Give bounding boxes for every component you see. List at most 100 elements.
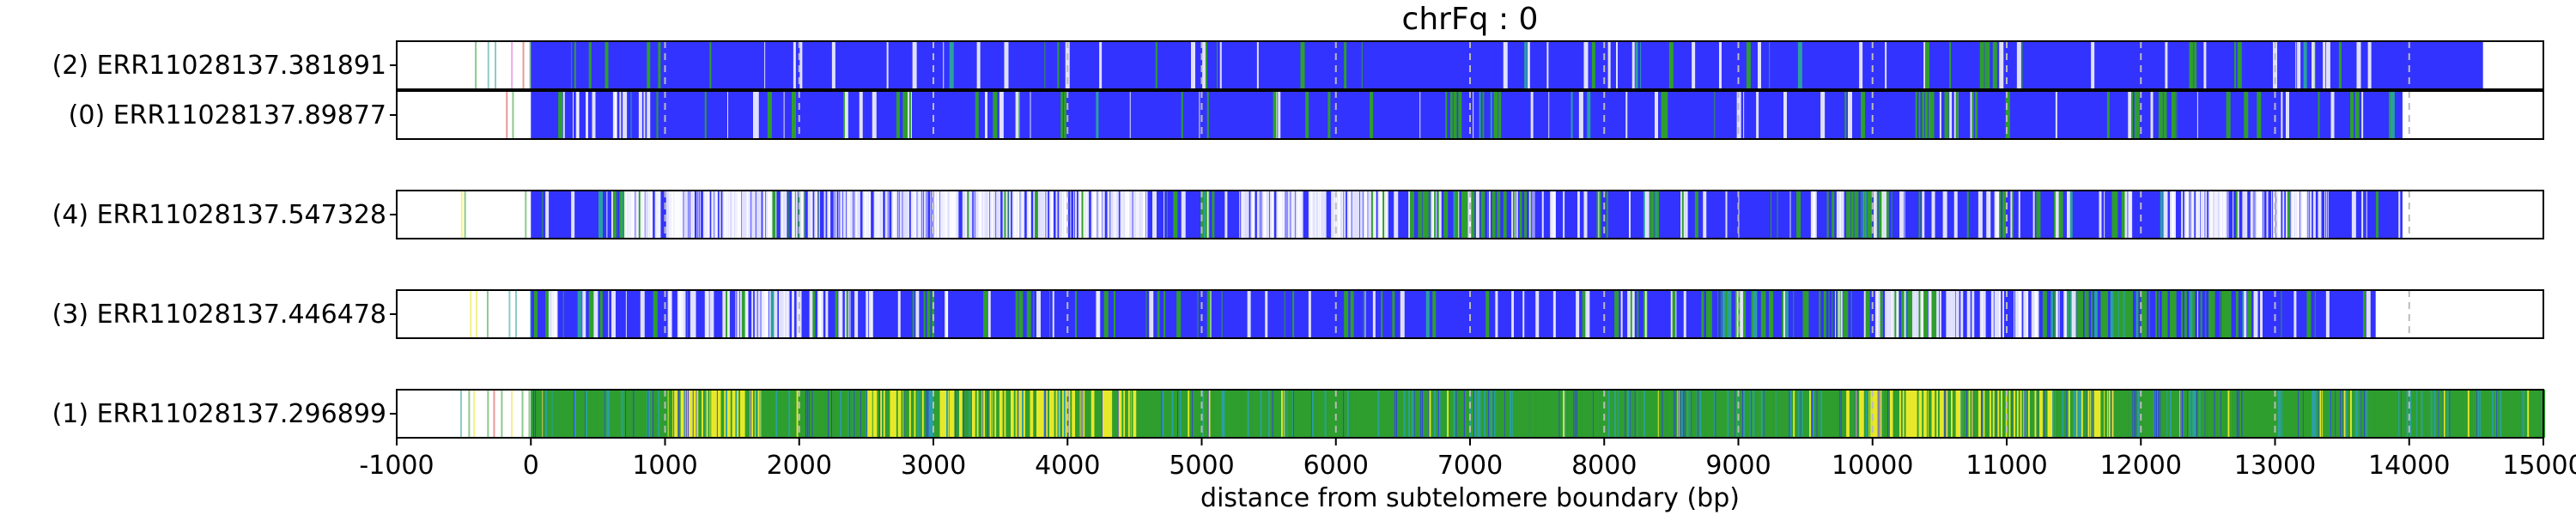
repeat-stripe: [700, 191, 702, 239]
repeat-stripe: [2305, 390, 2307, 438]
repeat-stripe: [1876, 290, 1879, 338]
repeat-stripe: [1451, 390, 1455, 438]
repeat-stripe: [1679, 390, 1680, 438]
repeat-stripe: [2224, 191, 2227, 239]
repeat-stripe: [2111, 290, 2114, 338]
repeat-stripe: [1614, 290, 1619, 338]
repeat-stripe: [1424, 390, 1426, 438]
repeat-stripe: [1418, 390, 1419, 438]
repeat-stripe: [1552, 390, 1555, 438]
repeat-stripe: [1176, 290, 1182, 338]
repeat-stripe: [1022, 191, 1025, 239]
repeat-stripe: [708, 290, 709, 338]
repeat-stripe: [2121, 191, 2125, 239]
repeat-stripe: [1498, 91, 1502, 139]
repeat-stripe: [614, 390, 617, 438]
repeat-stripe: [1591, 41, 1595, 89]
read-label: (2) ERR11028137.381891: [52, 51, 386, 81]
repeat-stripe: [1487, 191, 1488, 239]
repeat-stripe: [2069, 290, 2073, 338]
repeat-stripe: [2361, 390, 2365, 438]
repeat-stripe: [1475, 191, 1479, 239]
repeat-stripe: [1683, 390, 1685, 438]
repeat-stripe: [1839, 390, 1841, 438]
repeat-stripe: [1437, 390, 1438, 438]
repeat-stripe: [2093, 390, 2094, 438]
repeat-stripe: [569, 390, 572, 438]
repeat-stripe: [1979, 290, 1983, 338]
repeat-stripe: [1796, 191, 1801, 239]
repeat-stripe: [2293, 290, 2297, 338]
repeat-stripe: [1732, 390, 1734, 438]
x-tick-label: 9000: [1705, 451, 1771, 481]
repeat-stripe: [651, 390, 653, 438]
repeat-stripe: [1033, 191, 1036, 239]
repeat-stripe: [1891, 191, 1893, 239]
repeat-stripe: [2300, 390, 2303, 438]
repeat-stripe: [1778, 390, 1781, 438]
repeat-stripe: [1202, 390, 1205, 438]
repeat-stripe: [2021, 390, 2025, 438]
repeat-stripe: [1039, 191, 1043, 239]
repeat-stripe: [1996, 290, 2001, 338]
repeat-stripe: [1672, 290, 1676, 338]
repeat-stripe: [1503, 41, 1508, 89]
repeat-stripe: [2312, 41, 2315, 89]
repeat-stripe: [1276, 390, 1279, 438]
repeat-stripe: [2314, 41, 2316, 89]
repeat-stripe: [2237, 390, 2239, 438]
repeat-stripe: [1960, 390, 1963, 438]
repeat-stripe: [715, 191, 717, 239]
repeat-stripe: [561, 390, 564, 438]
repeat-stripe: [696, 191, 698, 239]
repeat-stripe: [1042, 191, 1046, 239]
repeat-stripe: [1352, 191, 1354, 239]
repeat-stripe: [2472, 390, 2475, 438]
repeat-stripe: [1436, 390, 1437, 438]
repeat-stripe: [1994, 390, 1996, 438]
repeat-stripe: [1083, 390, 1085, 438]
repeat-stripe: [774, 290, 778, 338]
repeat-stripe: [1091, 390, 1094, 438]
repeat-stripe: [534, 290, 538, 338]
repeat-stripe: [1973, 390, 1977, 438]
repeat-stripe: [691, 390, 693, 438]
repeat-stripe: [1205, 390, 1207, 438]
repeat-stripe: [590, 390, 593, 438]
repeat-stripe: [1822, 390, 1825, 438]
repeat-stripe: [914, 390, 917, 438]
repeat-stripe: [1070, 191, 1072, 239]
repeat-stripe: [2192, 290, 2196, 338]
repeat-stripe: [1408, 390, 1411, 438]
repeat-stripe: [1075, 290, 1077, 338]
repeat-stripe: [677, 390, 678, 438]
repeat-stripe: [1456, 390, 1459, 438]
repeat-stripe: [680, 290, 683, 338]
repeat-stripe: [1011, 390, 1012, 438]
repeat-stripe: [1292, 191, 1294, 239]
repeat-stripe: [2113, 191, 2118, 239]
repeat-stripe: [1942, 390, 1944, 438]
repeat-stripe: [985, 91, 987, 139]
repeat-stripe: [807, 191, 810, 239]
repeat-stripe: [759, 390, 761, 438]
repeat-stripe: [1725, 390, 1727, 438]
repeat-stripe: [2235, 390, 2237, 438]
repeat-stripe: [1964, 390, 1966, 438]
repeat-stripe: [1425, 290, 1430, 338]
repeat-stripe: [1239, 390, 1242, 438]
repeat-stripe: [1073, 390, 1075, 438]
repeat-stripe: [1965, 390, 1966, 438]
repeat-stripe: [1052, 290, 1054, 338]
repeat-stripe: [1546, 41, 1549, 89]
repeat-stripe: [805, 390, 807, 438]
repeat-stripe: [1482, 390, 1485, 438]
repeat-stripe: [1532, 390, 1535, 438]
repeat-stripe: [1115, 191, 1119, 239]
repeat-stripe: [1946, 390, 1949, 438]
repeat-stripe: [1099, 41, 1103, 89]
repeat-stripe: [975, 191, 977, 239]
repeat-stripe: [799, 41, 803, 89]
repeat-stripe: [844, 91, 848, 139]
repeat-stripe: [2178, 390, 2181, 438]
